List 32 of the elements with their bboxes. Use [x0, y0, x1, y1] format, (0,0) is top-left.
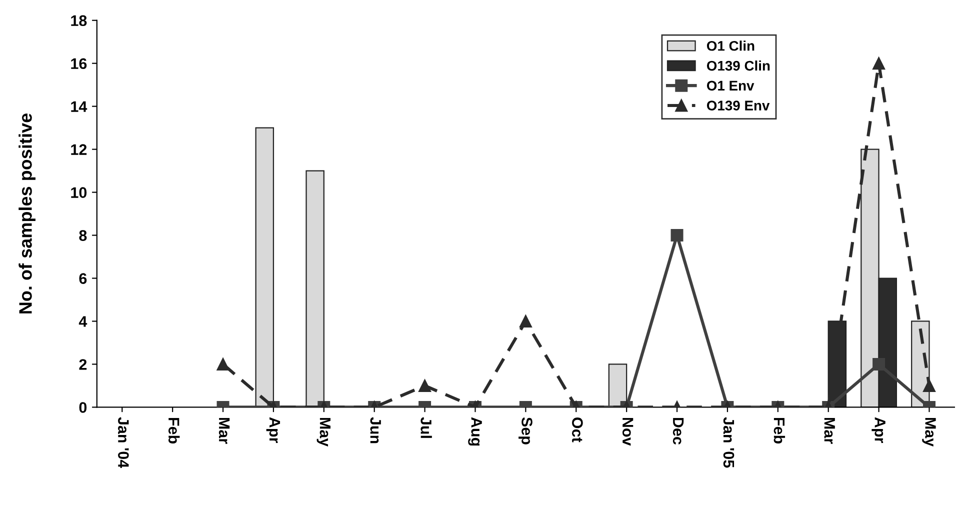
x-tick-label: Aug — [468, 417, 482, 446]
y-tick-label: 14 — [71, 101, 88, 112]
y-tick-label: 8 — [79, 230, 87, 241]
x-tick-label: Oct — [572, 418, 583, 442]
legend-label: O139 Clin — [706, 60, 770, 71]
y-tick-label: 2 — [79, 359, 87, 370]
x-tick-label: Dec — [672, 418, 684, 444]
x-tick-label: Apr — [872, 417, 886, 443]
x-tick-label: Mar — [218, 418, 230, 444]
x-tick-label: May — [316, 418, 330, 447]
y-tick-label: 0 — [79, 402, 87, 413]
y-tick-label: 12 — [71, 144, 87, 155]
y-tick-label: 10 — [71, 187, 87, 198]
x-tick-label: Jul — [420, 417, 432, 438]
legend-label: O1 Env — [706, 80, 754, 91]
x-tick-label: Feb — [774, 418, 786, 444]
x-tick-label: May — [922, 418, 936, 447]
x-tick-label: Jan '04 — [118, 417, 129, 468]
legend-label: O1 Clin — [706, 40, 754, 51]
x-tick-label: Sep — [518, 417, 532, 444]
x-tick-label: Mar — [824, 418, 835, 444]
y-tick-label: 18 — [71, 15, 87, 26]
y-axis-title: No. of samples positive — [18, 114, 36, 314]
x-tick-label: Apr — [266, 417, 280, 443]
y-tick-label: 4 — [78, 316, 88, 327]
legend-label: O139 Env — [706, 100, 770, 110]
x-tick-label: Jun — [370, 417, 381, 444]
x-tick-label: Feb — [168, 418, 180, 444]
x-tick-label: Nov — [622, 418, 634, 446]
x-tick-label: Jan '05 — [723, 417, 734, 468]
y-tick-label: 16 — [71, 58, 87, 70]
y-tick-label: 6 — [79, 273, 87, 284]
